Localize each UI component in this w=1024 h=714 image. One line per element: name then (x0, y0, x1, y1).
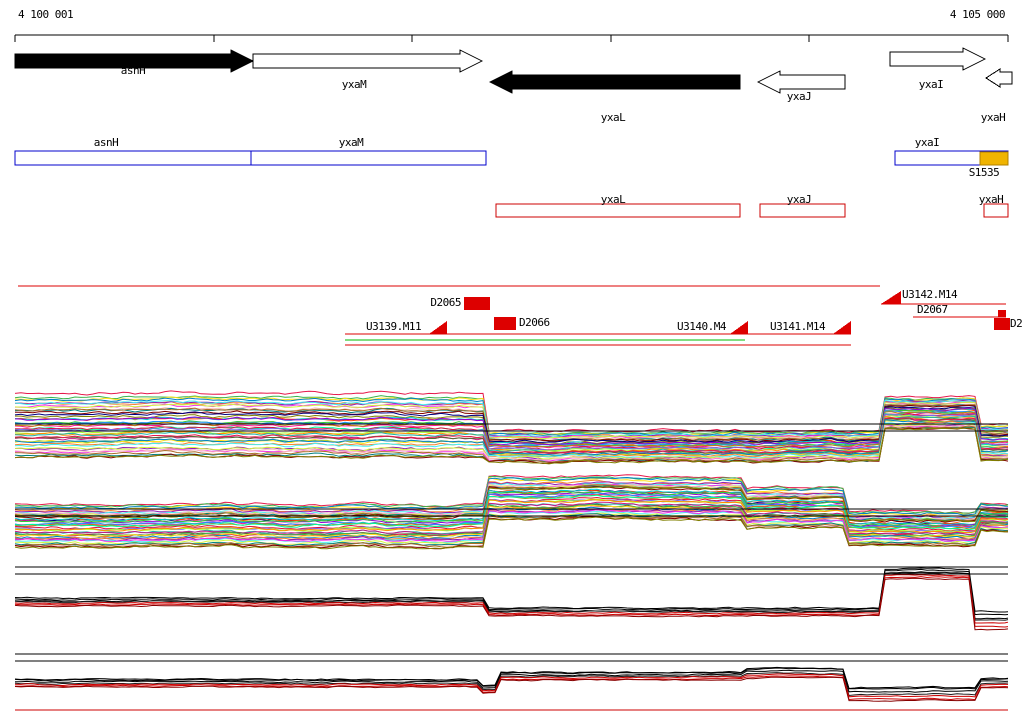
gene-arrow-yxaJ[interactable] (756, 70, 846, 94)
probe-glyph-d2067[interactable] (998, 310, 1006, 317)
gene-arrow-yxaH[interactable] (985, 68, 1013, 88)
expression-line (14, 476, 1008, 516)
expression-line (14, 673, 1009, 698)
expression-line (14, 491, 1009, 528)
red-track-label-yxaH[interactable]: yxaH (978, 193, 1004, 206)
probe-glyph-u3140[interactable] (730, 321, 748, 334)
expression-line (14, 399, 1009, 439)
probe-label-d2066[interactable]: D2066 (519, 316, 550, 329)
ruler-ticks (14, 35, 1009, 42)
expression-line (14, 401, 1009, 440)
gene-label-yxaL[interactable]: yxaL (600, 111, 626, 124)
expression-line (14, 567, 1009, 613)
expression-line (14, 400, 1009, 439)
expression-line (14, 417, 1009, 454)
red-track-label-yxaL[interactable]: yxaL (600, 193, 626, 206)
red-region-yxaL[interactable] (495, 203, 741, 218)
gene-arrow-yxaL[interactable] (488, 70, 741, 94)
gene-label-asnH[interactable]: asnH (120, 64, 146, 77)
expression-panel-3 (14, 566, 1009, 631)
probe-label-u3142[interactable]: U3142.M14 (902, 288, 958, 301)
expression-line (14, 676, 1009, 702)
expression-panel-4 (14, 653, 1009, 711)
expression-line (14, 568, 1009, 616)
probe-label-d2065[interactable]: D2065 (430, 296, 461, 309)
expression-line (15, 407, 1009, 445)
expression-panel-2 (14, 474, 1009, 550)
ruler-end-label: 4 105 000 (949, 8, 1006, 21)
gene-label-yxaM[interactable]: yxaM (341, 78, 367, 91)
gene-arrow-asnH[interactable] (14, 49, 255, 73)
expression-line (14, 427, 1009, 465)
expression-line (14, 494, 1009, 531)
probe-label-d2068[interactable]: D2 (1010, 317, 1023, 330)
blue-track-label-yxaI[interactable]: yxaI (914, 136, 940, 149)
ruler-start-label: 4 100 001 (18, 8, 74, 21)
expression-line (14, 390, 1009, 434)
expression-line (14, 407, 1009, 446)
probe-label-d2067[interactable]: D2067 (917, 303, 948, 316)
expression-line (14, 576, 1009, 628)
s1535-label[interactable]: S1535 (968, 166, 1000, 179)
red-region-yxaJ[interactable] (759, 203, 846, 218)
expression-line (14, 422, 1009, 459)
expression-line (14, 574, 1009, 624)
expression-panels (14, 390, 1009, 711)
expression-line (14, 669, 1009, 693)
probe-glyph-u3142[interactable] (881, 291, 901, 304)
probe-glyph-d2068[interactable] (994, 318, 1010, 330)
gene-label-yxaH[interactable]: yxaH (980, 111, 1006, 124)
expression-line (14, 419, 1009, 456)
expression-panel-1 (14, 390, 1009, 465)
blue-track-label-asnH[interactable]: asnH (93, 136, 119, 149)
expression-line (14, 571, 1009, 621)
gene-arrow-yxaM[interactable] (252, 49, 484, 73)
expression-line (14, 516, 1009, 550)
expression-line (14, 667, 1009, 690)
expression-line (14, 424, 1009, 461)
red-region-yxaH[interactable] (983, 203, 1009, 218)
expression-line (14, 499, 1009, 534)
probe-label-u3140[interactable]: U3140.M4 (677, 320, 726, 333)
expression-line (14, 413, 1009, 452)
gene-arrow-yxaI[interactable] (889, 47, 987, 71)
expression-line (14, 577, 1009, 631)
blue-track-label-yxaM[interactable]: yxaM (338, 136, 364, 149)
probe-glyph-d2066[interactable] (494, 317, 516, 330)
expression-line (14, 415, 1009, 454)
gene-label-yxaI[interactable]: yxaI (918, 78, 944, 91)
expression-line (14, 515, 1009, 548)
expression-line (14, 509, 1009, 542)
probe-glyph-u3141[interactable] (833, 321, 851, 334)
probe-glyph-u3139[interactable] (429, 321, 447, 334)
expression-line (14, 397, 1009, 437)
probe-label-u3141[interactable]: U3141.M14 (770, 320, 826, 333)
probe-glyph-d2065[interactable] (464, 297, 490, 310)
probe-label-u3139[interactable]: U3139.M11 (366, 320, 422, 333)
gene-label-yxaJ[interactable]: yxaJ (786, 90, 812, 103)
red-track-label-yxaJ[interactable]: yxaJ (786, 193, 812, 206)
expression-line (14, 666, 1009, 690)
s1535-segment[interactable] (979, 151, 1009, 166)
